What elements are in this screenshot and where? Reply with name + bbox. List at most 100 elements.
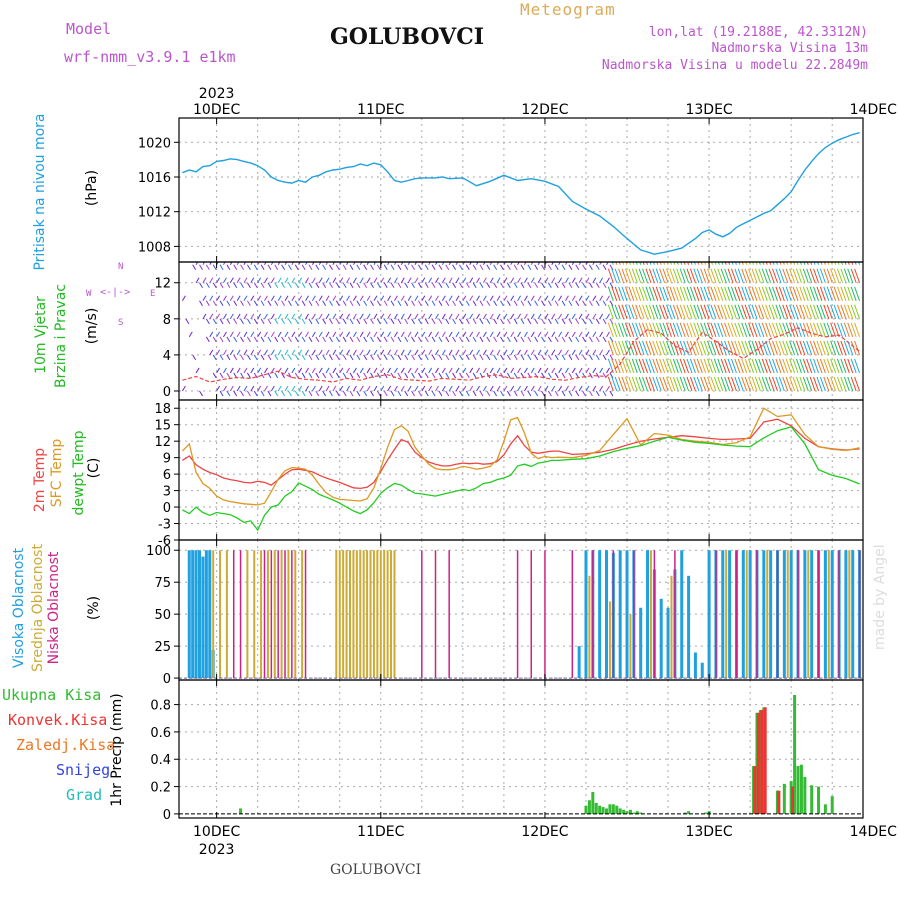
wind-barb — [462, 367, 467, 374]
wind-barb — [445, 300, 450, 307]
wind-barb — [592, 367, 597, 374]
wind-barb — [775, 304, 782, 319]
wind-barb — [854, 358, 861, 374]
wind-barb — [582, 282, 586, 289]
wind-barb — [799, 376, 806, 392]
wind-barb — [614, 286, 621, 301]
wind-barb — [751, 304, 758, 319]
wind-barb — [724, 340, 731, 356]
wind-barb — [411, 282, 415, 289]
wind-barb — [455, 349, 460, 356]
wind-barb — [686, 358, 693, 374]
wind-barb — [383, 390, 388, 397]
wind-barb — [761, 304, 768, 319]
bottom-year-label: 2023 — [199, 842, 235, 858]
wind-barb — [585, 385, 590, 392]
wind-barb — [257, 277, 262, 284]
wind-barb — [479, 282, 484, 289]
wind-barb — [837, 340, 843, 356]
wind-barb — [397, 264, 402, 270]
wind-barb — [318, 349, 323, 356]
wind-barb — [847, 358, 854, 374]
wind-barb — [356, 318, 361, 325]
wind-barb — [527, 282, 532, 289]
wind-barb — [724, 304, 731, 319]
wind-barb — [193, 337, 196, 342]
wind-barb — [407, 349, 412, 356]
wind-barb — [229, 349, 234, 356]
cloud-bar — [448, 550, 450, 679]
wind-barb — [707, 376, 713, 392]
wind-barb — [799, 286, 806, 301]
wind-barb — [734, 376, 741, 392]
cloud-bar — [807, 550, 810, 679]
wind-barb — [568, 282, 573, 289]
wind-barb — [652, 286, 659, 301]
cloud-bar — [194, 550, 198, 679]
wind-barb — [693, 286, 700, 301]
wind-barb — [370, 318, 374, 325]
wind-barb — [734, 304, 741, 319]
wind-barb — [843, 286, 850, 301]
wind-barb — [510, 349, 515, 356]
wind-barb — [212, 318, 217, 325]
wind-barb — [609, 336, 614, 343]
top-day-label: 11DEC — [357, 102, 404, 118]
wind-barb — [710, 268, 717, 283]
wind-barb — [727, 322, 734, 338]
wind-barb — [240, 264, 244, 270]
wind-barb — [311, 295, 316, 302]
wind-barb — [571, 277, 576, 284]
cloud-bar — [349, 550, 351, 679]
wind-barb — [717, 358, 724, 374]
wind-barb — [370, 354, 374, 361]
wind-barb — [329, 318, 333, 325]
wind-barb — [754, 322, 761, 338]
wind-barb — [520, 390, 525, 397]
wind-barb — [400, 349, 405, 356]
wind-barb — [768, 322, 775, 338]
wind-barb — [638, 358, 645, 374]
wind-barb — [459, 282, 463, 289]
wind-barb — [414, 367, 419, 374]
wind-barb — [394, 367, 398, 374]
wind-barb — [414, 277, 419, 284]
wind-barb — [607, 340, 614, 356]
wind-barb — [635, 340, 642, 356]
wind-barb — [342, 390, 347, 397]
wind-barb — [356, 390, 361, 397]
wind-barb — [595, 300, 600, 307]
wind-barb — [830, 340, 837, 356]
wind-barb — [789, 340, 796, 356]
wind-barb — [558, 385, 563, 392]
wind-barb — [513, 372, 518, 379]
wind-barb — [383, 282, 388, 289]
wind-barb — [257, 349, 262, 356]
wind-barb — [203, 368, 206, 373]
cloud-bar — [208, 550, 212, 679]
wind-barb — [493, 264, 498, 270]
bottom-day-label: 11DEC — [357, 824, 404, 840]
wind-barb — [500, 318, 504, 325]
wind-barb — [243, 313, 248, 320]
wind-barb — [782, 358, 789, 374]
wind-barb — [609, 390, 614, 397]
wind-barb — [455, 385, 460, 392]
wind-barb — [635, 376, 642, 392]
wind-barb — [226, 390, 231, 397]
wind-barb — [329, 264, 333, 270]
wind-barb — [431, 336, 436, 343]
wind-barb — [819, 358, 826, 374]
wind-barb — [318, 295, 323, 302]
wind-barb — [233, 354, 238, 361]
wind-barb — [260, 300, 265, 307]
wind-barb — [288, 372, 292, 379]
wind-barb — [500, 282, 504, 289]
cloud-bar — [618, 550, 622, 679]
wind-barb — [730, 268, 737, 283]
wind-barb — [686, 340, 693, 356]
wind-barb — [308, 336, 313, 343]
y-tick-label: 3 — [163, 485, 171, 500]
wind-barb — [672, 268, 679, 283]
wind-barb — [792, 286, 799, 301]
